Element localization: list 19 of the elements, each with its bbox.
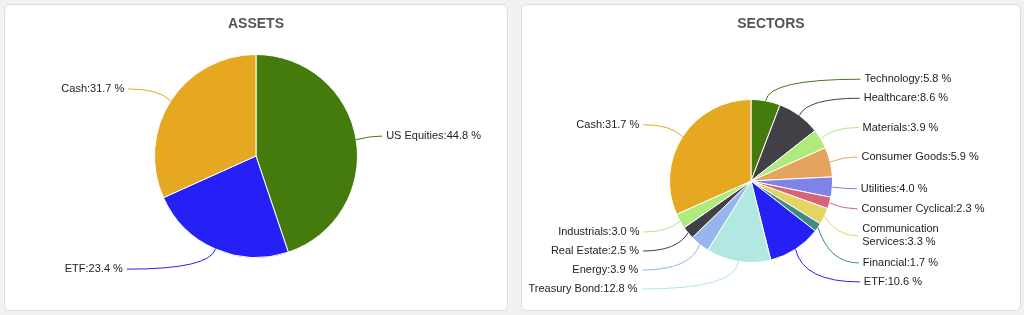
- slice-label: Consumer Goods:5.9 %: [861, 149, 980, 162]
- slice-label: Materials:3.9 %: [862, 120, 939, 133]
- slice-label: ETF:23.4 %: [64, 262, 124, 275]
- slice-label: US Equities:44.8 %: [386, 129, 482, 142]
- slice-label: Utilities:4.0 %: [860, 181, 928, 194]
- slice-label: Cash:31.7 %: [61, 81, 125, 94]
- slice-label: Real Estate:2.5 %: [550, 244, 640, 257]
- slice-label: Cash:31.7 %: [576, 117, 640, 130]
- chart-title: SECTORS: [736, 15, 806, 31]
- slice-label: Financial:1.7 %: [862, 255, 939, 268]
- slice-label: Industrials:3.0 %: [558, 225, 640, 238]
- slice-label: Consumer Cyclical:2.3 %: [861, 201, 985, 214]
- slice-label: Healthcare:8.6 %: [863, 91, 949, 104]
- slice-label: Treasury Bond:12.8 %: [528, 282, 638, 295]
- slice-label: Technology:5.8 %: [864, 72, 952, 85]
- slice-label: ETF:10.6 %: [863, 274, 923, 287]
- slice-label: Energy:3.9 %: [572, 263, 639, 276]
- slice-label: Communication Services:3.3 %: [862, 222, 939, 248]
- chart-title: ASSETS: [227, 15, 285, 31]
